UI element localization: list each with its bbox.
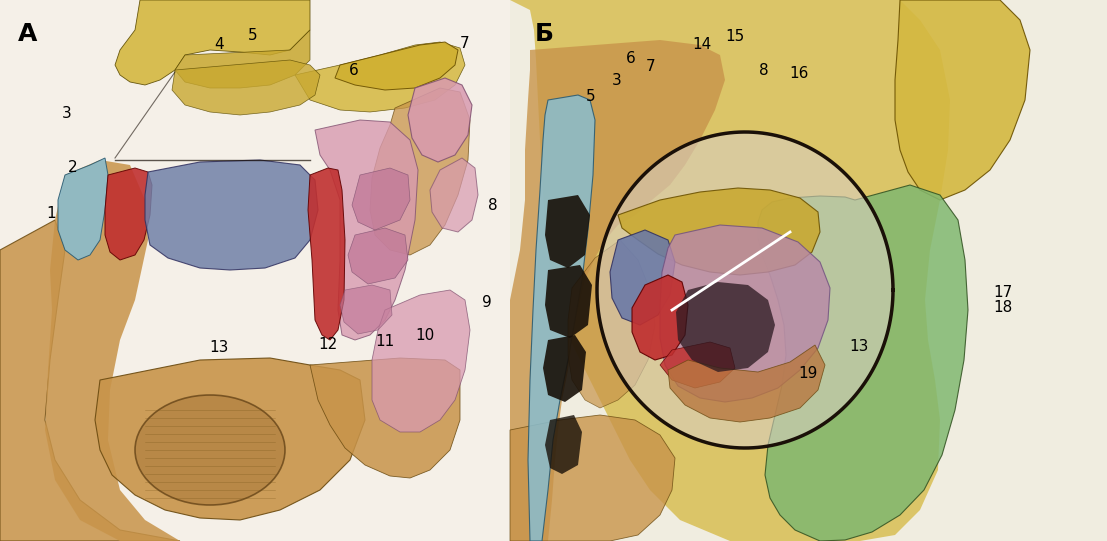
Polygon shape [172,60,320,115]
Text: 3: 3 [62,106,71,121]
Polygon shape [528,95,594,541]
Text: 9: 9 [483,295,492,311]
Polygon shape [568,240,655,408]
Polygon shape [340,285,392,334]
Polygon shape [0,220,180,541]
Text: Б: Б [535,22,554,46]
Text: А: А [18,22,38,46]
Polygon shape [894,0,1030,200]
Text: 11: 11 [375,334,395,349]
Polygon shape [510,0,950,541]
Text: 8: 8 [759,63,768,78]
Text: 13: 13 [849,339,869,354]
Polygon shape [175,30,310,88]
Polygon shape [758,185,968,541]
Text: 18: 18 [993,300,1013,315]
Polygon shape [660,225,830,402]
Text: 2: 2 [69,160,77,175]
Polygon shape [58,158,108,260]
Polygon shape [510,40,725,541]
Polygon shape [45,160,180,541]
Polygon shape [510,0,1107,541]
Text: 7: 7 [461,36,469,51]
Polygon shape [145,160,318,270]
Polygon shape [352,168,410,230]
Polygon shape [660,342,735,388]
Text: 6: 6 [627,51,635,66]
Polygon shape [0,0,510,541]
Text: 14: 14 [692,37,712,52]
Polygon shape [618,188,820,275]
Text: 3: 3 [612,72,621,88]
Polygon shape [310,358,461,478]
Ellipse shape [135,395,284,505]
Text: 4: 4 [215,37,224,52]
Polygon shape [315,120,418,340]
Polygon shape [597,132,893,448]
Text: 17: 17 [993,285,1013,300]
Polygon shape [545,195,590,268]
Text: 5: 5 [587,89,596,104]
Text: 8: 8 [488,198,497,213]
Polygon shape [544,335,586,402]
Text: 13: 13 [209,340,229,355]
Polygon shape [115,0,310,85]
Text: 5: 5 [248,28,257,43]
Polygon shape [294,42,465,112]
Text: 19: 19 [798,366,818,381]
Polygon shape [545,415,582,474]
Polygon shape [610,230,675,325]
Polygon shape [430,158,478,232]
Polygon shape [545,265,592,338]
Polygon shape [105,168,152,260]
Polygon shape [335,42,458,90]
Text: 10: 10 [415,328,435,343]
Text: 12: 12 [318,337,338,352]
Polygon shape [632,275,687,360]
Polygon shape [676,282,775,372]
Polygon shape [348,228,408,284]
Text: 6: 6 [350,63,359,78]
Polygon shape [408,78,472,162]
Text: 1: 1 [46,206,55,221]
Polygon shape [510,415,675,541]
Polygon shape [308,168,345,340]
Polygon shape [370,88,470,255]
Polygon shape [372,290,470,432]
Text: 7: 7 [646,58,655,74]
Polygon shape [668,345,825,422]
Polygon shape [95,358,365,520]
Text: 16: 16 [789,65,809,81]
Text: 15: 15 [725,29,745,44]
